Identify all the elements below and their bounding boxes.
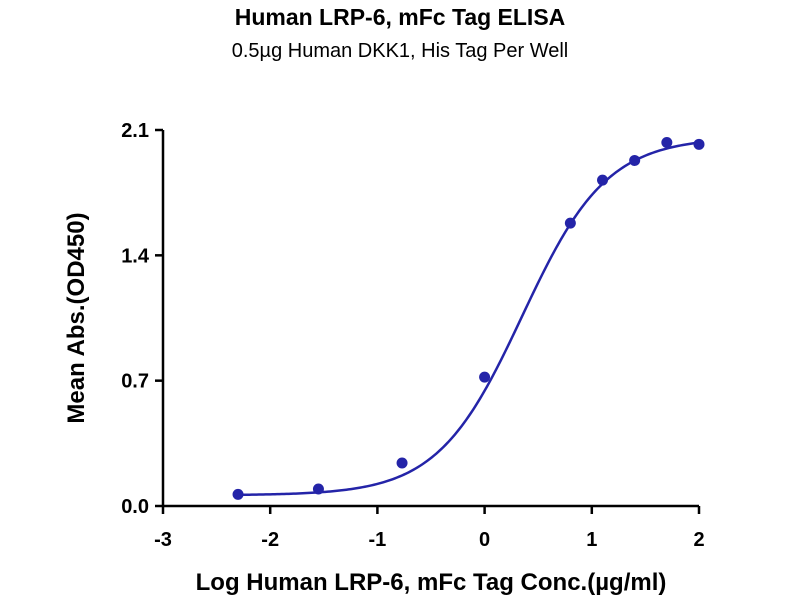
- data-points: [232, 137, 705, 500]
- chart-title: Human LRP-6, mFc Tag ELISA: [234, 4, 566, 30]
- y-tick-label: 1.4: [121, 245, 150, 267]
- chart-subtitle: 0.5µg Human DKK1, His Tag Per Well: [231, 40, 569, 62]
- data-point: [479, 371, 491, 383]
- y-tick-label: 0.7: [121, 371, 149, 393]
- x-tick-label: -2: [261, 529, 279, 551]
- y-axis-label: Mean Abs.(OD450): [63, 212, 90, 423]
- x-tick-label: 0: [479, 529, 490, 551]
- x-tick-label: 2: [693, 529, 704, 551]
- x-tick-label: -3: [154, 529, 172, 551]
- fit-curve-layer: [238, 141, 700, 497]
- ticks: -3 -2 -1 0 1 2 0.0 0.7 1.4 2.1: [121, 120, 704, 551]
- data-point: [564, 217, 576, 229]
- data-point: [629, 154, 641, 166]
- data-point: [693, 138, 705, 150]
- data-point: [232, 488, 244, 500]
- x-tick-label: -1: [369, 529, 387, 551]
- data-point: [312, 483, 324, 495]
- y-tick-label: 0.0: [121, 496, 149, 518]
- x-tick-label: 1: [586, 529, 597, 551]
- y-tick-label: 2.1: [121, 120, 149, 142]
- axes: [161, 130, 699, 508]
- fit-curve: [238, 141, 700, 497]
- x-axis-label: Log Human LRP-6, mFc Tag Conc.(µg/ml): [196, 569, 667, 596]
- data-point: [396, 457, 408, 469]
- data-point: [597, 174, 609, 186]
- data-point: [661, 137, 673, 149]
